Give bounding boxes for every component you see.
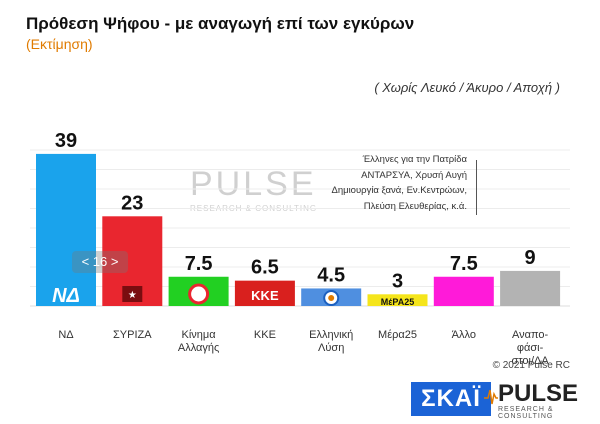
elliniki-lysi-logo-center-icon — [328, 295, 335, 301]
category-label-6: Μέρα25 — [378, 329, 417, 341]
category-label-8: στοι/ΔΑ — [511, 355, 549, 367]
value-label-7: 7.5 — [450, 253, 478, 275]
pulse-logo-tagline: RESEARCH & CONSULTING — [498, 406, 554, 420]
category-label-7: Άλλο — [452, 329, 476, 341]
category-label-8: φάσι- — [517, 342, 544, 354]
nd-logo-mark: ΝΔ — [52, 285, 80, 307]
value-label-1: 39 — [55, 130, 77, 152]
chart-subtitle: (Εκτίμηση) — [26, 36, 93, 52]
kinal-logo-icon — [188, 283, 210, 305]
chart-note: ( Χωρίς Λευκό / Άκυρο / Αποχή ) — [374, 80, 560, 95]
value-label-3: 7.5 — [185, 253, 213, 275]
other-note-line-1: Έλληνες για την Πατρίδα — [362, 154, 467, 165]
category-label-2: ΣΥΡΙΖΑ — [113, 329, 152, 341]
syriza-star-icon: ★ — [128, 290, 137, 301]
kke-logo-mark: ΚΚΕ — [251, 288, 279, 303]
value-label-4: 6.5 — [251, 257, 279, 279]
other-parties-note: Έλληνες για την Πατρίδα ΑΝΤΑΡΣΥΑ, Χρυσή … — [307, 152, 467, 214]
category-label-8: Αναπο- — [512, 329, 549, 341]
bar-8 — [500, 270, 561, 306]
bar-4 — [234, 280, 295, 306]
chart-title: Πρόθεση Ψήφου - με αναγωγή επί των εγκύρ… — [26, 14, 415, 33]
category-label-5: Ελληνική — [309, 329, 353, 341]
pulse-wave-icon — [484, 389, 498, 405]
bar-6 — [367, 294, 428, 306]
other-note-connector — [476, 160, 477, 215]
category-label-4: ΚΚΕ — [254, 329, 276, 341]
value-label-6: 3 — [392, 270, 403, 292]
watermark-brand: PULSE — [190, 165, 317, 203]
syriza-logo-icon — [122, 286, 143, 302]
other-note-line-4: Πλεύση Ελευθερίας, κ.ά. — [363, 200, 467, 212]
value-label-2: 23 — [121, 192, 143, 214]
page-indicator[interactable]: < 16 > — [72, 251, 128, 273]
value-label-8: 9 — [525, 247, 536, 269]
bar-7 — [433, 276, 494, 306]
copyright-text: © 2021 Pulse RC — [492, 360, 570, 371]
mera25-logo-mark: ΜέΡΑ25 — [381, 297, 414, 307]
value-label-5: 4.5 — [317, 264, 345, 286]
category-label-1: ΝΔ — [58, 329, 74, 341]
skai-logo: ΣΚΑΪ — [411, 382, 491, 416]
bar-1 — [36, 153, 96, 306]
other-note-line-3: Δημιουργία ξανά, Εν.Κεντρώων, — [331, 185, 467, 196]
category-label-3: Κίνημα — [182, 329, 217, 341]
category-label-5: Λύση — [318, 342, 344, 354]
category-label-3: Αλλαγής — [178, 342, 219, 354]
pulse-logo: PULSE RESEARCH & CONSULTING — [484, 380, 600, 420]
other-note-line-2: ΑΝΤΑΡΣΥΑ, Χρυσή Αυγή — [361, 169, 467, 181]
pulse-logo-text: PULSE — [498, 380, 579, 407]
